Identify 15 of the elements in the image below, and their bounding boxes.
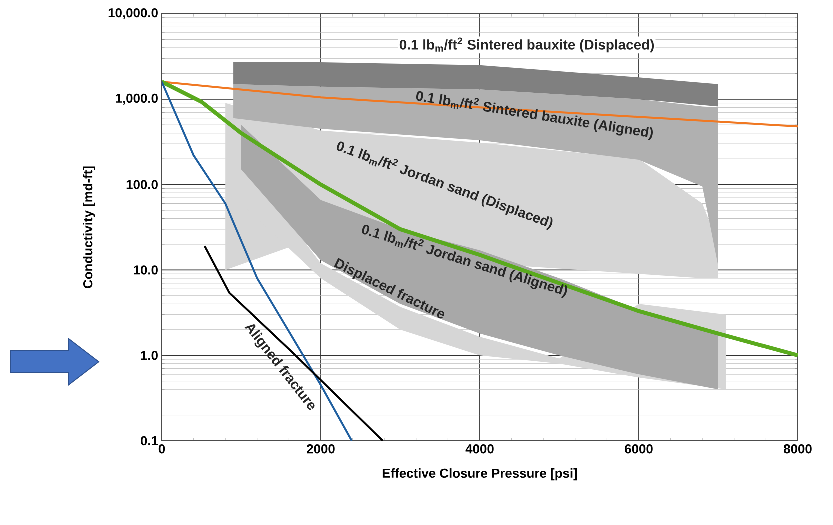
y-axis-title: Conductivity [md-ft] [83, 166, 96, 288]
x-tick-label: 8000 [784, 444, 812, 454]
y-tick-label: 1,000.0 [116, 94, 158, 105]
y-tick-label: 100.0 [126, 180, 158, 190]
y-tick-label: 0.1 [140, 436, 158, 446]
annotation: 0.1 lb$_{m}$/ft$^{2}$ Sintered bauxite (Aligned) [416, 91, 654, 141]
x-axis-title: Effective Closure Pressure [psi] [382, 468, 578, 481]
x-tick-label: 0 [158, 444, 166, 454]
x-tick-label: 6000 [625, 444, 653, 454]
x-tick-label: 4000 [466, 444, 494, 454]
y-tick-label: 10,000.0 [108, 8, 158, 20]
x-tick-label: 2000 [307, 444, 335, 454]
y-tick-label: 1.0 [141, 351, 158, 360]
annotation: 0.1 lb$_{m}$/ft$^{2}$ Sintered bauxite (Displaced) [400, 38, 654, 53]
y-tick-label: 10.0 [134, 266, 158, 275]
